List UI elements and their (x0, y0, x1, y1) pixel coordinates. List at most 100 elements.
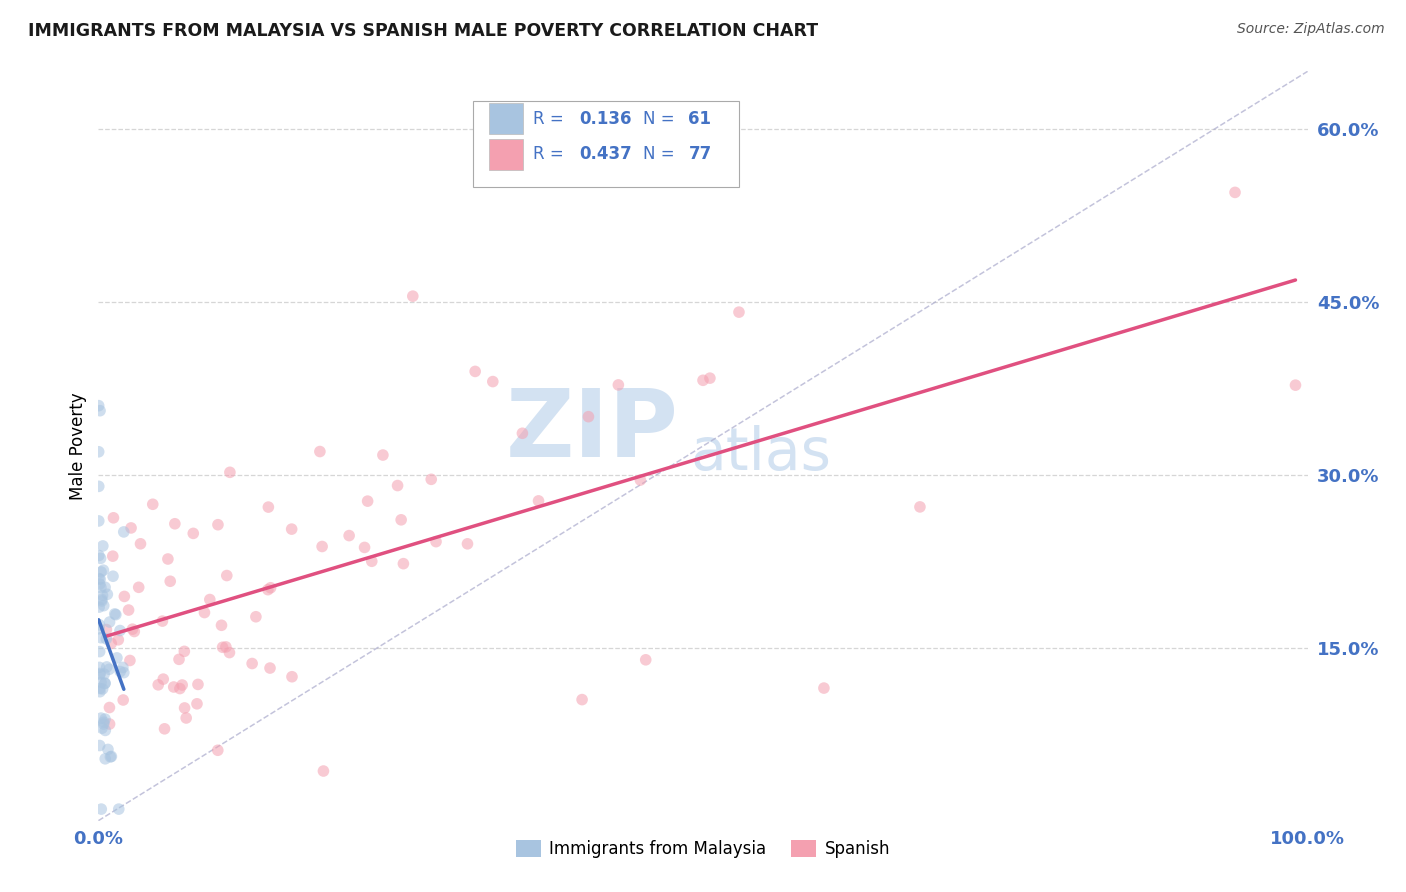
Text: IMMIGRANTS FROM MALAYSIA VS SPANISH MALE POVERTY CORRELATION CHART: IMMIGRANTS FROM MALAYSIA VS SPANISH MALE… (28, 22, 818, 40)
Point (215, 568, 238, 582)
Text: R =: R = (533, 110, 568, 128)
Point (121, 622, 143, 636)
Point (692, 373, 714, 387)
Point (101, 549, 124, 563)
FancyBboxPatch shape (489, 103, 523, 135)
Point (96, 623, 118, 637)
Point (163, 680, 186, 694)
Point (91, 721, 114, 735)
Point (387, 478, 409, 492)
Point (98, 662, 121, 676)
Point (187, 677, 209, 691)
Point (94, 676, 117, 690)
Point (90, 581, 112, 595)
Legend: Immigrants from Malaysia, Spanish: Immigrants from Malaysia, Spanish (509, 833, 897, 864)
Point (107, 632, 129, 647)
Point (128, 580, 150, 594)
Point (169, 681, 191, 696)
Text: 0.437: 0.437 (579, 145, 633, 163)
Point (93, 667, 115, 681)
Point (90, 631, 112, 645)
Point (259, 581, 281, 595)
Point (98, 615, 121, 629)
Point (100, 749, 122, 764)
Point (512, 426, 534, 441)
Point (142, 497, 165, 511)
Point (337, 528, 360, 542)
Point (699, 371, 721, 385)
Point (91, 589, 114, 603)
Point (111, 660, 134, 674)
Point (571, 692, 593, 706)
Point (89, 666, 111, 681)
Point (117, 603, 139, 617)
Point (89, 660, 111, 674)
Point (360, 554, 382, 568)
Point (100, 750, 122, 764)
Point (94, 752, 117, 766)
Point (211, 640, 233, 655)
Point (245, 609, 267, 624)
Point (456, 537, 478, 551)
Point (215, 640, 238, 654)
Point (163, 516, 186, 531)
Point (172, 678, 194, 692)
Point (87, 479, 110, 493)
FancyBboxPatch shape (474, 102, 740, 187)
Point (90, 711, 112, 725)
Point (110, 665, 132, 679)
Point (97, 742, 120, 756)
Point (207, 743, 229, 757)
Point (94, 580, 117, 594)
Point (107, 802, 129, 816)
Point (93, 715, 115, 730)
Point (90, 565, 112, 579)
Point (112, 665, 135, 680)
Point (371, 448, 394, 462)
Point (281, 670, 304, 684)
Point (186, 697, 208, 711)
Point (193, 606, 215, 620)
Point (1223, 186, 1246, 200)
Point (527, 494, 550, 508)
Point (402, 289, 425, 303)
Point (309, 444, 332, 458)
Point (124, 624, 146, 639)
Point (98, 700, 121, 714)
Point (87, 572, 110, 586)
Point (148, 678, 170, 692)
Point (211, 618, 233, 632)
Point (1284, 378, 1306, 392)
Point (104, 607, 127, 622)
Point (93, 599, 115, 613)
Point (628, 473, 651, 487)
Point (152, 614, 174, 628)
Point (156, 552, 179, 566)
Point (90, 592, 112, 607)
Point (87, 549, 110, 563)
Text: Source: ZipAtlas.com: Source: ZipAtlas.com (1237, 22, 1385, 37)
Point (90, 551, 112, 566)
Text: atlas: atlas (690, 425, 832, 482)
Point (105, 651, 128, 665)
Point (89, 667, 111, 681)
Point (240, 657, 263, 671)
Text: ZIP: ZIP (506, 385, 679, 477)
Point (181, 526, 204, 541)
Point (112, 590, 135, 604)
Point (908, 500, 931, 514)
Point (218, 646, 240, 660)
Point (207, 517, 229, 532)
Point (578, 409, 600, 424)
Point (89, 600, 111, 615)
Point (93, 717, 115, 731)
Point (91, 539, 114, 553)
Point (90, 594, 112, 608)
Point (173, 644, 195, 658)
FancyBboxPatch shape (489, 138, 523, 170)
Point (280, 522, 302, 536)
Point (93, 563, 115, 577)
Text: N =: N = (643, 110, 679, 128)
Point (89, 577, 111, 591)
Point (89, 645, 111, 659)
